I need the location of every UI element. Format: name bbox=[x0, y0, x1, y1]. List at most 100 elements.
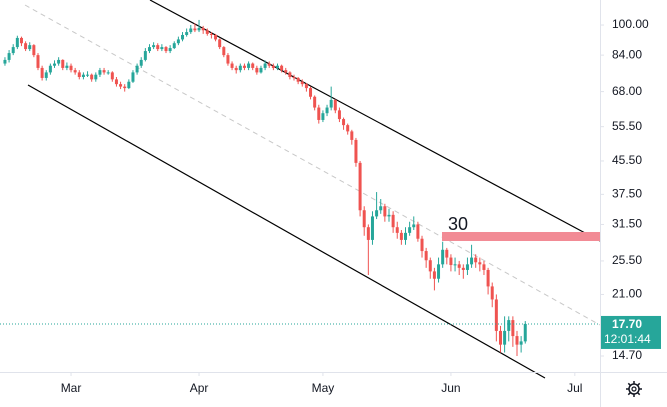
candle-body bbox=[259, 67, 263, 73]
candle-body bbox=[181, 34, 185, 40]
y-tick-label: 45.50 bbox=[612, 153, 642, 167]
candle-body bbox=[300, 81, 304, 85]
axes: 100.00 84.00 68.00 55.50 45.50 37.50 31.50 25.5… bbox=[61, 17, 661, 395]
y-tick-label: 14.70 bbox=[612, 348, 642, 362]
candle-body bbox=[362, 210, 366, 228]
candle-body bbox=[24, 43, 28, 50]
y-tick-label: 31.50 bbox=[612, 217, 642, 231]
candle-body bbox=[519, 341, 523, 345]
candle-body bbox=[379, 206, 383, 211]
candle-body bbox=[399, 232, 403, 240]
candle-body bbox=[263, 63, 267, 68]
candle-body bbox=[267, 63, 271, 66]
channel-mid-line bbox=[24, 4, 601, 326]
candle-body bbox=[445, 249, 449, 258]
candle-body bbox=[486, 269, 490, 287]
candle-body bbox=[98, 70, 102, 75]
candle-body bbox=[288, 72, 292, 78]
candle-body bbox=[94, 74, 98, 80]
candle-body bbox=[321, 113, 325, 120]
candle-body bbox=[185, 32, 189, 35]
candle-body bbox=[218, 39, 222, 48]
last-price-label: 17.70 bbox=[612, 317, 642, 331]
candle-body bbox=[271, 65, 275, 68]
candle-body bbox=[350, 131, 354, 140]
candle-body bbox=[234, 67, 238, 71]
candle-body bbox=[123, 86, 127, 89]
candle-body bbox=[197, 27, 201, 31]
candle-body bbox=[160, 47, 164, 50]
plot bbox=[0, 19, 600, 357]
last-price-box bbox=[601, 315, 661, 349]
candle-body bbox=[523, 323, 527, 342]
candle-body bbox=[325, 107, 329, 114]
candle-body bbox=[28, 45, 32, 50]
candle-body bbox=[48, 65, 52, 73]
candle-body bbox=[470, 257, 474, 265]
candle-body bbox=[482, 264, 486, 270]
candle-body bbox=[461, 267, 465, 270]
candle-body bbox=[313, 96, 317, 108]
candle-body bbox=[193, 28, 197, 31]
candle-body bbox=[238, 65, 242, 71]
candle-body bbox=[119, 84, 123, 87]
candle-body bbox=[189, 28, 193, 33]
candle-body bbox=[366, 227, 370, 240]
candle-body bbox=[53, 63, 57, 66]
candle-body bbox=[205, 30, 209, 34]
x-tick-label: Mar bbox=[61, 381, 82, 395]
candle-body bbox=[424, 251, 428, 261]
candle-body bbox=[69, 65, 73, 71]
candle-body bbox=[428, 260, 432, 272]
candle-body bbox=[317, 107, 321, 120]
x-tick-label: Apr bbox=[190, 381, 209, 395]
settings-icon[interactable] bbox=[626, 381, 642, 397]
candle-body bbox=[511, 320, 515, 337]
candle-body bbox=[40, 67, 44, 78]
candle-body bbox=[214, 34, 218, 40]
candle-body bbox=[143, 51, 147, 60]
candle-body bbox=[255, 67, 259, 73]
candle-body bbox=[453, 264, 457, 266]
candle-body bbox=[507, 320, 511, 331]
candle-body bbox=[222, 47, 226, 56]
candle-body bbox=[329, 99, 333, 108]
candle-body bbox=[131, 72, 135, 82]
candle-body bbox=[176, 39, 180, 44]
candle-body bbox=[515, 336, 519, 345]
candle-body bbox=[441, 249, 445, 265]
candle-body bbox=[275, 65, 279, 68]
annotation: 30 bbox=[448, 214, 468, 234]
candle-body bbox=[420, 238, 424, 252]
candle-body bbox=[156, 45, 160, 50]
candle-body bbox=[77, 72, 81, 78]
candle-body bbox=[81, 74, 85, 78]
candle-body bbox=[226, 55, 230, 64]
candle-body bbox=[503, 330, 507, 345]
candle-body bbox=[209, 33, 213, 35]
candle-body bbox=[86, 74, 90, 76]
candle-body bbox=[490, 286, 494, 300]
candle-body bbox=[65, 65, 69, 68]
candle-body bbox=[147, 47, 151, 52]
candle-body bbox=[280, 65, 284, 71]
candle-body bbox=[346, 125, 350, 132]
candle-body bbox=[292, 77, 296, 79]
candle-body bbox=[57, 59, 61, 64]
candle-body bbox=[251, 63, 255, 68]
x-tick-label: May bbox=[312, 381, 335, 395]
candle-body bbox=[164, 47, 168, 52]
candle-body bbox=[11, 47, 15, 54]
candle-body bbox=[342, 119, 346, 126]
candle-body bbox=[152, 45, 156, 48]
candle-body bbox=[354, 139, 358, 163]
candle-body bbox=[387, 214, 391, 217]
candle-body bbox=[465, 264, 469, 270]
zone-rect bbox=[442, 232, 600, 241]
candle-body bbox=[432, 271, 436, 279]
candle-body bbox=[370, 216, 374, 240]
y-tick-label: 55.50 bbox=[612, 119, 642, 133]
candle-body bbox=[449, 257, 453, 266]
candle-body bbox=[73, 70, 77, 73]
